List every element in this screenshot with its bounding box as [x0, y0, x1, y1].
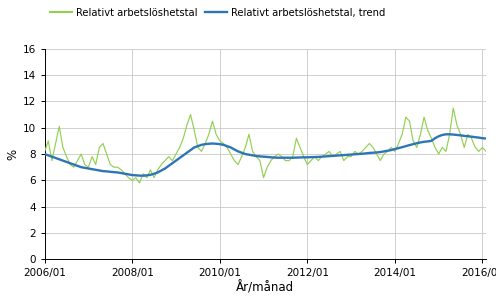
Legend: Relativt arbetslöshetstal, Relativt arbetslöshetstal, trend: Relativt arbetslöshetstal, Relativt arbe… — [50, 8, 385, 17]
X-axis label: År/månad: År/månad — [236, 281, 295, 295]
Y-axis label: %: % — [6, 149, 19, 160]
